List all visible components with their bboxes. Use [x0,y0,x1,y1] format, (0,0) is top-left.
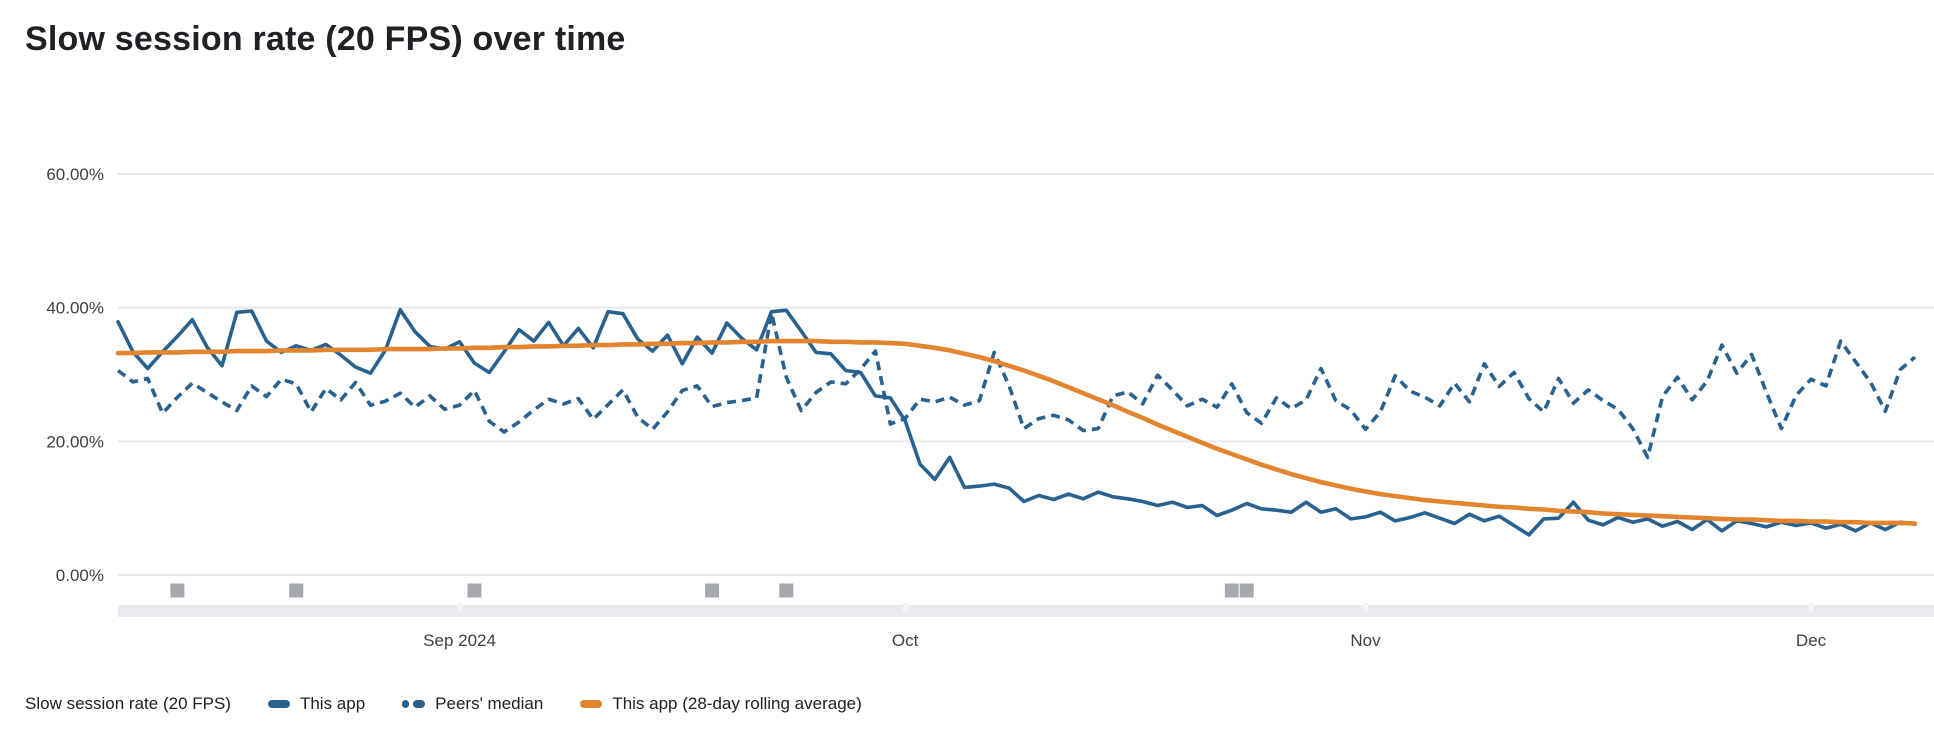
legend-item-peers-median[interactable]: Peers' median [402,694,543,714]
release-marker[interactable] [1238,582,1255,599]
release-marker[interactable] [704,582,721,599]
legend-item-label: This app (28-day rolling average) [612,694,862,713]
release-marker[interactable] [778,582,795,599]
legend-item-this-app[interactable]: This app [267,694,366,714]
month-tick [457,603,463,612]
page-title: Slow session rate (20 FPS) over time [25,20,626,58]
legend-title: Slow session rate (20 FPS) [25,694,231,713]
x-axis-label: Sep 2024 [423,631,496,650]
release-marker[interactable] [1223,582,1240,599]
peers-median-dashed-swatch-icon [402,700,426,708]
legend-item-label: This app [299,694,366,713]
x-axis-label: Oct [892,631,919,650]
x-axis-label: Dec [1796,631,1827,650]
release-marker[interactable] [169,582,186,599]
series-this-app-line [116,307,1917,537]
y-axis-label: 20.00% [46,432,104,451]
y-axis-label: 60.00% [46,165,104,184]
timeline-band [118,605,1934,617]
series-peers-median-line [116,311,1917,460]
this-app-line-swatch-icon [267,700,290,708]
month-tick [902,603,908,612]
y-axis-label: 40.00% [46,299,104,318]
series-rolling-average-line [115,338,1918,526]
legend-item-rolling-average[interactable]: This app (28-day rolling average) [580,694,862,714]
month-tick [1808,603,1814,612]
release-marker[interactable] [288,582,305,599]
release-marker[interactable] [466,582,483,599]
legend-item-label: Peers' median [435,694,544,713]
x-axis-label: Nov [1350,631,1381,650]
legend: Slow session rate (20 FPS) This app Peer… [25,694,862,714]
y-axis-label: 0.00% [56,566,104,585]
month-tick [1363,603,1369,612]
rolling-average-line-swatch-icon [580,700,603,708]
